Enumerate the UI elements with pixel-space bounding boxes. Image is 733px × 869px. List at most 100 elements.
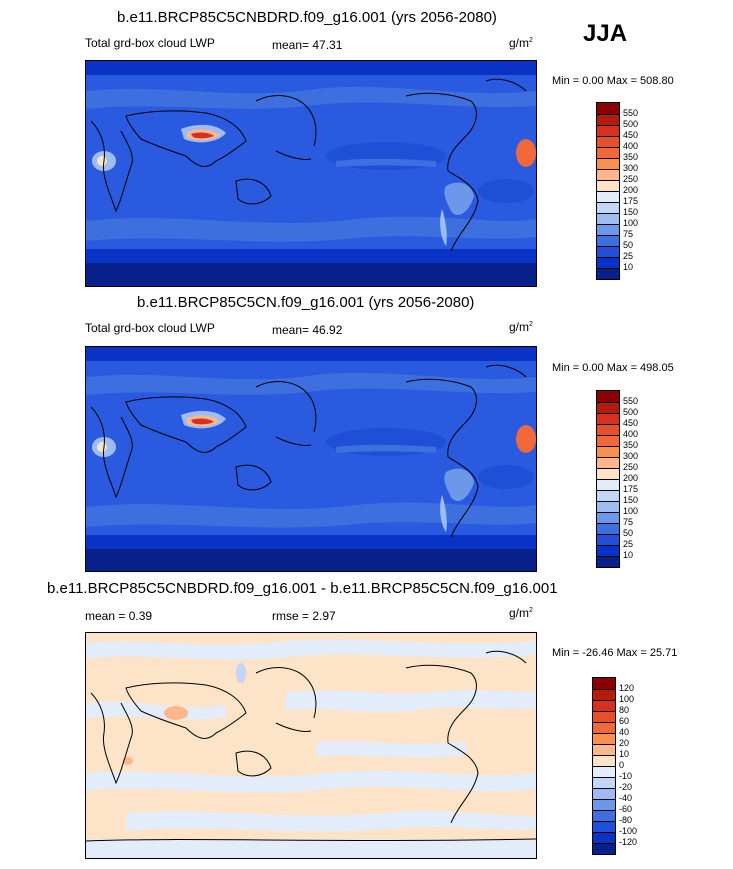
colorbar-swatch [597, 268, 619, 279]
panel-1-colorbar [596, 102, 620, 280]
panel-2-colorbar [596, 390, 620, 568]
colorbar-tick-label: -80 [619, 815, 633, 825]
panel-3-map [85, 632, 537, 859]
colorbar-tick-label: -60 [619, 804, 633, 814]
colorbar-swatch [597, 435, 619, 446]
colorbar-tick-label: 150 [623, 207, 639, 217]
colorbar-tick-label: 250 [623, 462, 639, 472]
colorbar-tick-label: 450 [623, 130, 639, 140]
colorbar-swatch [593, 744, 615, 755]
panel-3-rmse-value: 2.97 [312, 609, 336, 623]
colorbar-swatch [597, 147, 619, 158]
colorbar-swatch [597, 501, 619, 512]
colorbar-swatch [597, 114, 619, 125]
colorbar-swatch [593, 722, 615, 733]
colorbar-tick-label: -20 [619, 782, 633, 792]
colorbar-tick-label: 175 [623, 196, 639, 206]
panel-1-mean-label: mean= [272, 38, 310, 52]
colorbar-swatch [597, 136, 619, 147]
panel-3-title: b.e11.BRCP85C5CNBDRD.f09_g16.001 - b.e11… [47, 580, 558, 597]
colorbar-swatch [597, 479, 619, 490]
colorbar-tick-label: 100 [623, 506, 639, 516]
panel-1-minmax: Min = 0.00 Max = 508.80 [552, 75, 674, 87]
panel-1-units: g/m2 [509, 36, 533, 50]
colorbar-tick-label: 60 [619, 716, 630, 726]
colorbar-swatch [593, 700, 615, 711]
colorbar-tick-label: 550 [623, 396, 639, 406]
colorbar-swatch [597, 169, 619, 180]
colorbar-tick-label: 40 [619, 727, 630, 737]
colorbar-swatch [597, 202, 619, 213]
colorbar-tick-label: -10 [619, 771, 633, 781]
panel-1-field-label: Total grd-box cloud LWP [85, 36, 215, 50]
colorbar-swatch [593, 832, 615, 843]
colorbar-swatch [597, 391, 619, 402]
colorbar-tick-label: 400 [623, 141, 639, 151]
colorbar-swatch [597, 468, 619, 479]
colorbar-swatch [597, 512, 619, 523]
colorbar-tick-label: 120 [619, 683, 635, 693]
colorbar-swatch [597, 213, 619, 224]
panel-3-colorbar [592, 677, 616, 855]
colorbar-tick-label: 100 [619, 694, 635, 704]
colorbar-swatch [597, 191, 619, 202]
colorbar-swatch [597, 125, 619, 136]
colorbar-swatch [593, 810, 615, 821]
colorbar-swatch [593, 777, 615, 788]
colorbar-swatch [593, 755, 615, 766]
panel-3-units: g/m2 [509, 606, 533, 620]
colorbar-tick-label: 175 [623, 484, 639, 494]
colorbar-tick-label: 50 [623, 528, 634, 538]
colorbar-swatch [593, 821, 615, 832]
colorbar-tick-label: 10 [619, 749, 630, 759]
colorbar-tick-label: 50 [623, 240, 634, 250]
panel-2-title: b.e11.BRCP85C5CN.f09_g16.001 (yrs 2056-2… [137, 294, 475, 311]
panel-2-field-label: Total grd-box cloud LWP [85, 321, 215, 335]
colorbar-swatch [597, 180, 619, 191]
colorbar-tick-label: 350 [623, 440, 639, 450]
colorbar-tick-label: 500 [623, 119, 639, 129]
colorbar-tick-label: -100 [619, 826, 638, 836]
colorbar-swatch [597, 556, 619, 567]
colorbar-swatch [593, 733, 615, 744]
colorbar-swatch [597, 402, 619, 413]
colorbar-tick-label: 300 [623, 163, 639, 173]
colorbar-tick-label: 450 [623, 418, 639, 428]
colorbar-tick-label: 350 [623, 152, 639, 162]
colorbar-tick-label: 20 [619, 738, 630, 748]
colorbar-swatch [597, 446, 619, 457]
panel-1-title: b.e11.BRCP85C5CNBDRD.f09_g16.001 (yrs 20… [117, 9, 497, 26]
colorbar-tick-label: 150 [623, 495, 639, 505]
colorbar-tick-label: 200 [623, 473, 639, 483]
panel-1-mean-value: 47.31 [312, 38, 343, 52]
panel-3-rmse-label: rmse = [272, 609, 310, 623]
panel-1-mean: mean= 47.31 [272, 38, 342, 52]
panel-2-map [85, 346, 537, 572]
colorbar-tick-label: 75 [623, 229, 634, 239]
panel-2-units: g/m2 [509, 320, 533, 334]
colorbar-tick-label: 300 [623, 451, 639, 461]
panel-2-minmax: Min = 0.00 Max = 498.05 [552, 362, 674, 374]
panel-2-mean-label: mean= [272, 323, 310, 337]
colorbar-swatch [593, 678, 615, 689]
panel-3-mean: mean = 0.39 [85, 609, 153, 623]
colorbar-swatch [597, 545, 619, 556]
colorbar-tick-label: 400 [623, 429, 639, 439]
colorbar-swatch [597, 235, 619, 246]
colorbar-swatch [593, 843, 615, 854]
colorbar-swatch [593, 689, 615, 700]
colorbar-swatch [597, 103, 619, 114]
colorbar-tick-label: 250 [623, 174, 639, 184]
colorbar-tick-label: 0 [619, 760, 625, 770]
colorbar-tick-label: -120 [619, 837, 638, 847]
colorbar-tick-label: 550 [623, 108, 639, 118]
colorbar-swatch [597, 246, 619, 257]
colorbar-swatch [597, 457, 619, 468]
colorbar-swatch [593, 766, 615, 777]
colorbar-tick-label: 10 [623, 550, 634, 560]
colorbar-swatch [597, 158, 619, 169]
colorbar-tick-label: 80 [619, 705, 630, 715]
colorbar-swatch [597, 224, 619, 235]
colorbar-tick-label: 200 [623, 185, 639, 195]
colorbar-tick-label: -40 [619, 793, 633, 803]
